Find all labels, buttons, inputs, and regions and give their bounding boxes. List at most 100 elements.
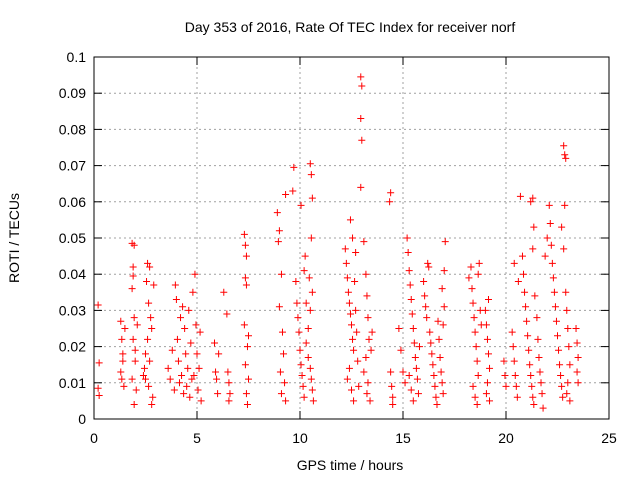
data-point-marker [358, 136, 366, 144]
data-point-marker [277, 270, 285, 278]
data-point-marker [474, 270, 482, 278]
data-point-marker [197, 397, 205, 405]
data-point-marker [482, 321, 490, 329]
data-point-marker [180, 390, 188, 398]
data-point-marker [294, 314, 302, 322]
data-point-marker [282, 397, 290, 405]
data-point-marker [170, 386, 178, 394]
data-point-marker [94, 384, 102, 392]
data-point-marker [548, 259, 556, 267]
data-point-marker [401, 379, 409, 387]
data-point-marker [415, 343, 423, 351]
data-point-marker [343, 375, 351, 383]
y-axis-ticks: 0 0.01 0.02 0.03 0.04 0.05 0.06 0.07 0.08 0.09 0.1 [59, 49, 609, 427]
data-point-marker [426, 328, 434, 336]
data-point-marker [433, 401, 441, 409]
data-point-marker [357, 183, 365, 191]
data-point-marker [386, 198, 394, 206]
data-point-marker [389, 393, 397, 401]
data-point-marker [560, 142, 568, 150]
data-point-marker [467, 263, 475, 271]
data-point-marker [181, 325, 189, 332]
data-point-marker [438, 379, 446, 387]
data-point-marker [131, 346, 139, 354]
data-point-marker [301, 252, 309, 260]
data-point-marker [149, 393, 157, 401]
data-point-marker [420, 277, 428, 285]
data-point-marker [530, 223, 538, 231]
data-point-marker [349, 234, 357, 242]
x-tick-label: 10 [292, 430, 308, 446]
data-point-marker [469, 382, 477, 390]
data-point-marker [562, 288, 570, 296]
data-point-marker [486, 397, 494, 405]
data-point-marker [421, 292, 429, 300]
data-point-marker [273, 209, 281, 217]
data-point-marker [358, 82, 366, 90]
data-point-marker [527, 198, 535, 206]
data-point-marker [440, 267, 448, 275]
data-point-marker [186, 393, 194, 401]
data-point-marker [120, 382, 128, 390]
data-point-marker [355, 382, 363, 390]
data-point-marker [509, 343, 517, 351]
data-point-marker [561, 151, 569, 159]
data-point-marker [350, 397, 358, 405]
data-point-marker [573, 339, 581, 347]
data-point-marker [184, 364, 192, 372]
y-tick-label: 0.09 [59, 85, 86, 101]
data-point-marker [539, 404, 547, 412]
data-point-marker [302, 339, 310, 347]
y-tick-label: 0.1 [67, 49, 87, 65]
data-point-marker [171, 281, 179, 289]
data-point-marker [430, 372, 438, 380]
data-point-marker [300, 393, 308, 401]
data-point-marker [308, 194, 316, 202]
data-point-marker [529, 194, 537, 202]
data-point-marker [352, 248, 360, 256]
data-point-marker [302, 299, 310, 307]
data-point-marker [296, 346, 304, 354]
data-point-marker [564, 325, 572, 332]
data-point-marker [168, 346, 176, 354]
data-point-marker [357, 73, 365, 81]
data-point-marker [552, 317, 560, 325]
data-point-marker [362, 270, 370, 278]
data-point-marker [546, 220, 554, 228]
data-point-marker [188, 375, 196, 383]
data-point-marker [510, 259, 518, 267]
data-point-marker [408, 310, 416, 318]
data-point-marker [274, 238, 282, 246]
data-point-marker [353, 328, 361, 336]
data-point-marker [530, 401, 538, 409]
data-point-marker [133, 321, 141, 329]
data-point-marker [242, 252, 250, 260]
data-point-marker [307, 375, 315, 383]
data-point-marker [514, 277, 522, 285]
data-point-marker [128, 375, 136, 383]
data-point-marker [348, 386, 355, 394]
data-point-marker [187, 339, 195, 347]
data-point-marker [346, 310, 354, 318]
data-point-marker [508, 328, 516, 336]
data-point-marker [289, 187, 297, 195]
data-point-marker [117, 368, 125, 376]
data-point-marker [437, 368, 445, 376]
data-point-marker [422, 303, 430, 311]
data-point-marker [500, 357, 508, 365]
data-point-marker [473, 401, 481, 409]
data-point-marker [178, 372, 186, 380]
data-point-marker [344, 288, 352, 296]
data-point-marker [225, 379, 233, 387]
data-point-marker [215, 350, 223, 358]
data-point-marker [436, 353, 444, 361]
data-point-marker [557, 372, 565, 380]
data-point-marker [536, 368, 544, 376]
data-point-marker [360, 368, 368, 376]
data-point-marker [305, 274, 313, 282]
data-point-marker [95, 359, 103, 367]
data-point-marker [345, 364, 353, 372]
x-axis-ticks: 0 5 10 15 20 25 [90, 57, 617, 446]
data-point-marker [565, 343, 573, 351]
data-point-marker [407, 386, 415, 394]
